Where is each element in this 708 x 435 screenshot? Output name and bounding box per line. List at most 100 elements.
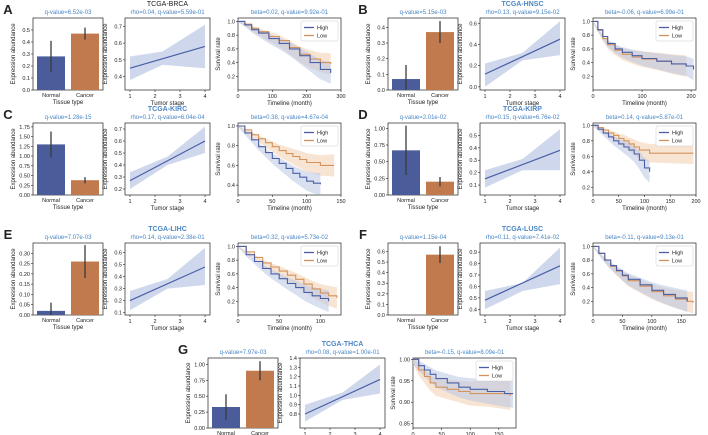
panel-g-xtick-label: Cancer: [251, 431, 269, 435]
panel-b-surv-ytick-label: 0.6: [582, 47, 590, 53]
panel-a-bar-ytick-label: 0.5: [22, 28, 30, 34]
panel-d-letter: D: [358, 107, 367, 122]
panel-c-surv-ylabel: Survival rate: [216, 142, 222, 176]
panel-d-stage-ylabel: Expression abundance: [458, 128, 464, 190]
panel-c-stage-ytick-label: 0.7: [114, 127, 122, 133]
panel-d-stage-xtick-label: 3: [533, 199, 536, 205]
panel-a-surv-ytick-label: 0.6: [227, 47, 235, 53]
panel-g-legend-low-label: Low: [492, 374, 502, 380]
panel-f-legend-low-label: Low: [672, 259, 682, 265]
panel-e-bar-ytick-label: 0.05: [19, 303, 30, 309]
panel-d-bar-cancer: [426, 181, 454, 195]
panel-e-letter: E: [4, 227, 13, 242]
panel-c-stage-xlabel: Tumor stage: [151, 206, 185, 212]
panel-g-stage-ytick-label: 1.1: [289, 384, 297, 390]
panel-d-legend-low-label: Low: [672, 139, 682, 145]
panel-c-bar-xlabel: Tissue type: [53, 205, 84, 211]
panel-a-stage-ytick-label: 0.7: [114, 24, 122, 30]
panel-b-legend-high-label: High: [672, 26, 683, 32]
panel-a-surv-ytick-label: 0.8: [227, 33, 235, 39]
panel-g-cohort-title: TCGA-THCA: [322, 341, 364, 348]
panel-a-stage-ytick-label: 0.6: [114, 41, 122, 47]
panel-f-stage-ylabel: Expression abundance: [458, 248, 464, 310]
panel-f-xtick-label: Normal: [397, 318, 415, 324]
panel-a-stage-xtick-label: 1: [128, 94, 131, 100]
panel-a-surv-xtick-label: 300: [336, 94, 345, 100]
panel-b-surv-title: beta=-0.06, q-value=6.99e-01: [605, 10, 685, 16]
panel-a-stage-xtick-label: 2: [153, 94, 156, 100]
panel-c-stage-axes: [124, 122, 211, 196]
panel-c-bar-ylabel: Expression abundance: [11, 128, 17, 190]
panel-b-surv-ytick-label: 0.4: [582, 61, 590, 67]
panel-e-bar-axes: [32, 242, 104, 316]
panel-d-surv-title: beta=0.14, q-value=5.87e-01: [606, 115, 684, 121]
panel-a-letter: A: [3, 2, 13, 17]
panel-d-bar-ytick-label: 0.50: [374, 160, 385, 166]
panel-e-legend-low-label: Low: [317, 259, 327, 265]
panel-e-surv-ytick-label: 1.0: [227, 244, 235, 250]
panel-c-surv-high-line: [238, 125, 321, 185]
panel-g-stage-ytick-label: 0.9: [289, 403, 297, 409]
panel-b-bar-ytick-label: 0.2: [377, 57, 385, 63]
panel-c-bar-axes: [32, 122, 104, 196]
panel-e-stage-ytick-label: 0.3: [114, 287, 122, 293]
panel-e-xtick-label: Normal: [42, 318, 60, 324]
panel-e-stage-xtick-label: 1: [128, 319, 131, 325]
panel-d-surv-xtick-label: 100: [640, 199, 649, 205]
panel-g-stage-title: rho=0.08, q-value=1.00e-01: [305, 350, 380, 356]
panel-g-bar-axes: [207, 357, 279, 429]
panel-b-xtick-label: Normal: [397, 93, 415, 99]
panel-g-bar-ytick-label: 0.00: [194, 426, 205, 432]
panel-e-surv-xtick-label: 100: [316, 319, 325, 325]
panel-c-bar-ytick-label: 0.00: [19, 193, 30, 199]
panel-a-surv-high-ci: [238, 20, 331, 84]
panel-e-stage-xtick-label: 4: [203, 319, 206, 325]
panel-d-legend-high-label: High: [672, 131, 683, 137]
panel-c-surv-xtick-label: 50: [269, 199, 275, 205]
panel-d-bar-ytick-label: 1.00: [374, 126, 385, 132]
panel-g-surv-low-line: [413, 358, 511, 396]
panel-b-stage-ytick-label: 0.6: [469, 21, 477, 27]
panel-b-bar-ytick-label: 0.0: [377, 88, 385, 94]
panel-g-stage-line: [304, 378, 381, 415]
panel-c-bar-ytick-label: 0.50: [19, 174, 30, 180]
panel-e-stage-xtick-label: 3: [178, 319, 181, 325]
panel-a-xtick-label: Cancer: [76, 93, 94, 99]
panel-a-surv-xtick-label: 0: [236, 94, 239, 100]
panel-b-bar-ytick-label: 0.4: [377, 25, 385, 31]
panel-e-stage-ci-band: [130, 247, 205, 311]
panel-d-surv-low-ci: [593, 124, 694, 164]
panel-a-surv-high-line: [238, 20, 332, 73]
panel-f-stage-ytick-label: 0.6: [469, 284, 477, 290]
panel-a-bar-xlabel: Tissue type: [53, 100, 84, 106]
panel-c-surv-ytick-label: 1.0: [227, 124, 235, 130]
panel-a-stage-ytick-label: 0.5: [114, 58, 122, 64]
panel-b-surv-ytick-label: 0.8: [582, 33, 590, 39]
panel-a-bar-ytick-label: 0.4: [22, 40, 30, 46]
panel-c-stage-xtick-label: 2: [153, 199, 156, 205]
panel-g-stage-ytick-label: 1.3: [289, 365, 297, 371]
panel-b-stage-xtick-label: 2: [508, 94, 511, 100]
panel-f-stage-xtick-label: 2: [508, 319, 511, 325]
panel-f-bar-ytick-label: 0.5: [377, 260, 385, 266]
panel-g-surv-ytick-label: 0.95: [399, 379, 410, 385]
panel-e-bar-ytick-label: 0.20: [19, 272, 30, 278]
panel-f-surv-xtick-label: 150: [677, 319, 686, 325]
panel-c-stage-xtick-label: 1: [128, 199, 131, 205]
panel-e-surv-ytick-label: 0.4: [227, 286, 235, 292]
panel-a-bar-title: q-value=6.52e-03: [45, 10, 93, 16]
panel-b-surv-ytick-label: 0.2: [582, 74, 590, 80]
panel-e-bar-ylabel: Expression abundance: [11, 248, 17, 310]
panel-e-surv-title: beta=0.32, q-value=5.73e-02: [251, 235, 329, 241]
panel-g-bar-ylabel: Expression abundance: [186, 362, 192, 424]
panel-a-cohort-title: TCGA-BRCA: [147, 1, 189, 8]
panel-g-surv-xtick-label: 0: [411, 432, 414, 435]
panel-d-stage-axes: [479, 122, 566, 196]
panel-b-stage-xtick-label: 1: [483, 94, 486, 100]
panel-a-surv-axes: [237, 17, 342, 91]
panel-d-xtick-label: Cancer: [431, 198, 449, 204]
panel-a-bar-ytick-label: 0.2: [22, 64, 30, 70]
panel-f-bar-ytick-label: 0.0: [377, 313, 385, 319]
panel-d-bar-xlabel: Tissue type: [408, 205, 439, 211]
panel-f-stage-xtick-label: 4: [558, 319, 561, 325]
